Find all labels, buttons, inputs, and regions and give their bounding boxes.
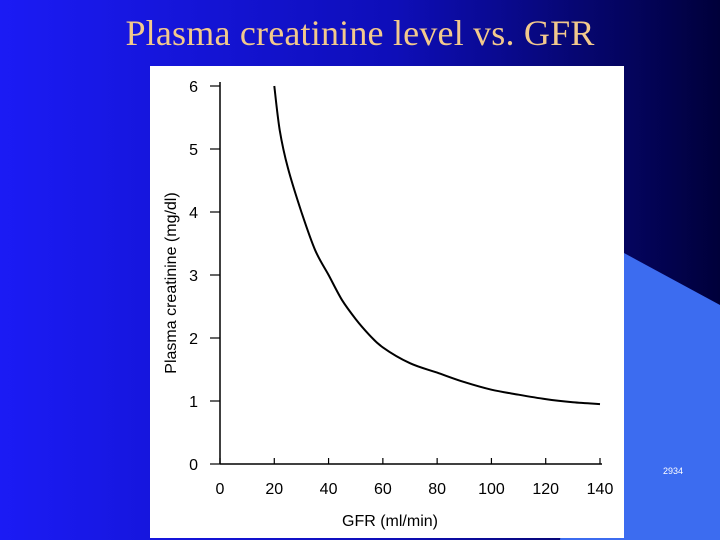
- x-tick-label: 60: [374, 481, 392, 498]
- x-axis-ticks: 0 20 40 60 80 100 120 140: [216, 458, 614, 498]
- x-tick-label: 0: [216, 481, 225, 498]
- slide-number: 2934: [663, 466, 684, 476]
- y-tick-label: 1: [189, 394, 198, 411]
- x-tick-label: 120: [532, 481, 559, 498]
- y-tick-label: 4: [189, 205, 198, 222]
- y-tick-label: 5: [189, 142, 198, 159]
- x-tick-label: 40: [320, 481, 338, 498]
- y-tick-label: 0: [189, 457, 198, 474]
- x-tick-label: 80: [428, 481, 446, 498]
- y-tick-label: 3: [189, 268, 198, 285]
- x-tick-label: 140: [587, 481, 614, 498]
- y-tick-label: 2: [189, 331, 198, 348]
- y-axis-label: Plasma creatinine (mg/dl): [163, 192, 180, 373]
- creatinine-curve: [273, 85, 601, 406]
- slide-title: Plasma creatinine level vs. GFR: [125, 13, 595, 53]
- y-axis-ticks: 0 1 2 3 4 5 6: [189, 79, 220, 474]
- x-axis-label: GFR (ml/min): [342, 513, 438, 530]
- y-tick-label: 6: [189, 79, 198, 96]
- x-tick-label: 20: [265, 481, 283, 498]
- x-tick-label: 100: [478, 481, 505, 498]
